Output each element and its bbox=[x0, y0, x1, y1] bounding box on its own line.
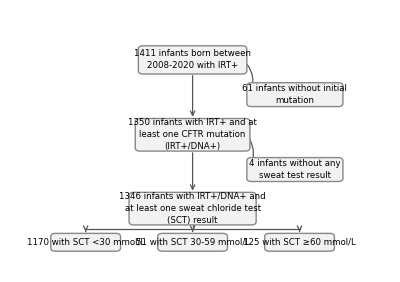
Text: 51 with SCT 30-59 mmol/L: 51 with SCT 30-59 mmol/L bbox=[136, 238, 250, 247]
FancyBboxPatch shape bbox=[129, 192, 256, 225]
Text: 1346 infants with IRT+/DNA+ and
at least one sweat chloride test
(SCT) result: 1346 infants with IRT+/DNA+ and at least… bbox=[119, 192, 266, 225]
FancyBboxPatch shape bbox=[51, 233, 120, 251]
Text: 125 with SCT ≥60 mmol/L: 125 with SCT ≥60 mmol/L bbox=[243, 238, 356, 247]
FancyBboxPatch shape bbox=[138, 46, 247, 74]
Text: 61 infants without initial
mutation: 61 infants without initial mutation bbox=[242, 84, 347, 105]
Text: 1170 with SCT <30 mmol/L: 1170 with SCT <30 mmol/L bbox=[26, 238, 145, 247]
FancyBboxPatch shape bbox=[247, 158, 343, 182]
FancyBboxPatch shape bbox=[135, 118, 250, 151]
Text: 1350 infants with IRT+ and at
least one CFTR mutation
(IRT+/DNA+): 1350 infants with IRT+ and at least one … bbox=[128, 118, 257, 151]
FancyBboxPatch shape bbox=[265, 233, 334, 251]
FancyBboxPatch shape bbox=[158, 233, 228, 251]
Text: 4 infants without any
sweat test result: 4 infants without any sweat test result bbox=[249, 159, 341, 180]
Text: 1411 infants born between
2008-2020 with IRT+: 1411 infants born between 2008-2020 with… bbox=[134, 49, 251, 70]
FancyBboxPatch shape bbox=[247, 83, 343, 107]
